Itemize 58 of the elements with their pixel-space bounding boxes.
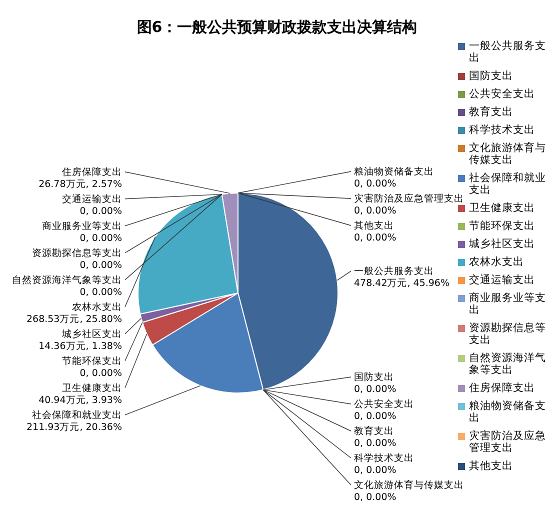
category-label: 其他支出 — [354, 220, 394, 232]
text: 0, 0.00% — [80, 260, 122, 271]
legend-label: 文化旅游体育与传媒支出 — [469, 142, 546, 166]
category-label: 商业服务业等支出 — [42, 220, 122, 232]
slice-label: 社会保障和就业支出 — [32, 408, 122, 421]
text: 0, 0.00% — [80, 232, 122, 244]
legend-label: 灾害防治及应急管理支出 — [469, 430, 546, 454]
legend-label: 科学技术支出 — [469, 124, 535, 136]
legend-label: 自然资源海洋气象等支出 — [469, 352, 546, 376]
category-label: 文化旅游体育与传媒支出 — [354, 480, 464, 491]
legend-label: 商业服务业等支出 — [469, 292, 546, 316]
data-label: 14.36万元, 1.38% — [38, 340, 122, 352]
legend-label: 城乡社区支出 — [469, 238, 535, 250]
legend-label: 卫生健康支出 — [469, 202, 535, 214]
legend-label: 粮油物资储备支出 — [469, 400, 546, 424]
legend-label: 交通运输支出 — [469, 274, 535, 286]
category-label: 节能环保支出 — [62, 356, 122, 367]
legend-label: 一般公共服务支出 — [469, 40, 546, 64]
slice-label: 卫生健康支出 — [62, 382, 122, 394]
legend-label: 农林水支出 — [469, 256, 524, 268]
text: 0, 0.00% — [80, 286, 122, 298]
legend-label: 公共安全支出 — [469, 88, 535, 100]
text: 0, 0.00% — [354, 438, 396, 449]
text: 0, 0.00% — [354, 384, 396, 395]
legend-label: 社会保障和就业支出 — [469, 172, 546, 196]
category-label: 资源勘探信息等支出 — [32, 248, 122, 259]
text: 0, 0.00% — [354, 232, 396, 244]
slice-label: 农林水支出 — [72, 300, 122, 313]
text: 0, 0.00% — [354, 465, 396, 476]
slice-label: 住房保障支出 — [62, 166, 122, 178]
category-label: 自然资源海洋气象等支出 — [12, 274, 122, 286]
data-label: 268.53万元, 25.80% — [26, 314, 122, 325]
data-label: 211.93万元, 20.36% — [26, 422, 122, 433]
category-label: 国防支出 — [354, 372, 394, 383]
legend-label: 节能环保支出 — [469, 220, 535, 232]
legend-label: 住房保障支出 — [469, 382, 535, 394]
category-label: 粮油物资储备支出 — [354, 166, 434, 178]
legend-label: 其他支出 — [469, 460, 513, 472]
category-label: 灾害防治及应急管理支出 — [354, 194, 464, 204]
data-label: 26.78万元, 2.57% — [38, 178, 122, 190]
text: 0, 0.00% — [354, 411, 396, 422]
data-label: 478.42万元, 45.96% — [354, 278, 450, 290]
text: 0, 0.00% — [354, 206, 396, 216]
legend-label: 教育支出 — [469, 106, 513, 118]
text: 0, 0.00% — [80, 206, 122, 217]
category-label: 教育支出 — [354, 426, 394, 437]
category-label: 公共安全支出 — [354, 399, 414, 410]
chart-title: 图6：一般公共预算财政拨款支出决算结构 — [136, 18, 418, 36]
category-label: 交通运输支出 — [62, 194, 122, 205]
slice-label: 城乡社区支出 — [61, 328, 122, 340]
legend-label: 国防支出 — [469, 70, 513, 82]
text: 0, 0.00% — [354, 492, 396, 503]
text: 0, 0.00% — [80, 368, 122, 379]
text: 0, 0.00% — [354, 178, 396, 190]
category-label: 科学技术支出 — [354, 453, 414, 464]
legend-label: 资源勘探信息等支出 — [469, 322, 546, 346]
slice-label: 一般公共服务支出 — [354, 265, 434, 278]
data-label: 40.94万元, 3.93% — [38, 394, 122, 406]
